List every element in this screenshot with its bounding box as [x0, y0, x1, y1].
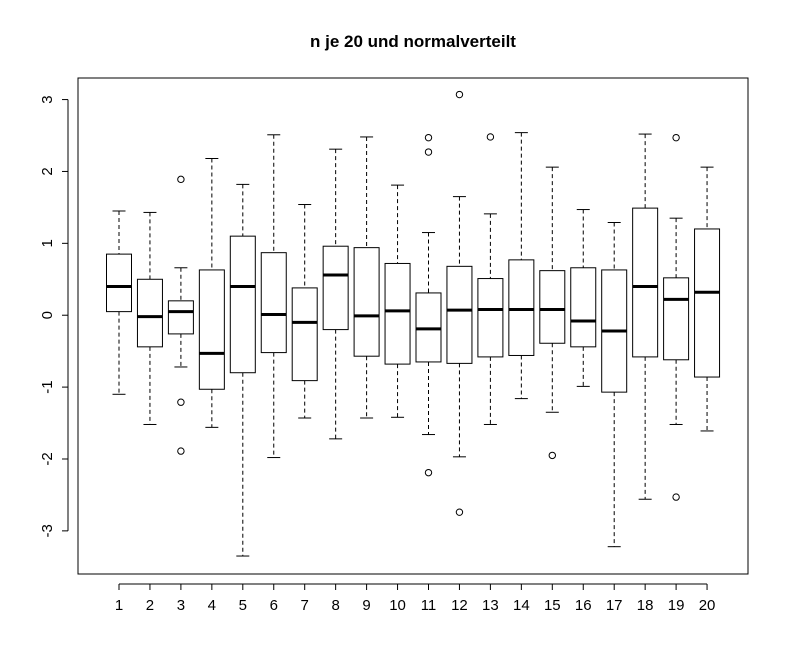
box-2: [136, 211, 163, 425]
box-iqr: [291, 287, 318, 382]
box-iqr: [694, 228, 721, 378]
box-iqr: [508, 259, 535, 356]
y-tick-label: 2: [39, 167, 56, 175]
box-iqr: [260, 252, 287, 354]
box-15: [539, 166, 566, 460]
x-tick-label: 16: [575, 597, 592, 614]
y-tick-label: 3: [39, 95, 56, 103]
outlier-point: [177, 447, 185, 455]
x-tick-label: 8: [331, 597, 339, 614]
x-tick-label: 12: [451, 597, 468, 614]
box-iqr: [229, 235, 256, 374]
y-tick-label: -2: [39, 452, 56, 465]
x-tick-label: 5: [239, 597, 247, 614]
outlier-point: [424, 133, 433, 142]
box-13: [477, 133, 504, 425]
x-tick-label: 1: [115, 597, 123, 614]
x-tick-label: 14: [513, 597, 530, 614]
box-17: [601, 221, 628, 548]
outlier-point: [177, 398, 185, 406]
box-iqr: [384, 262, 411, 365]
box-iqr: [570, 267, 597, 348]
box-18: [632, 133, 659, 500]
x-tick-label: 18: [637, 597, 654, 614]
outlier-point: [455, 508, 464, 516]
x-tick-label: 10: [389, 597, 406, 614]
x-axis: 1 2 3 4 5 6 7 8 9 10 11 12 13 14 15 16 17 18 19 20: [115, 583, 716, 614]
outlier-point: [177, 175, 185, 184]
box-iqr: [106, 253, 132, 313]
boxes: [106, 90, 721, 557]
box-4: [198, 158, 225, 428]
box-5: [229, 183, 256, 557]
box-iqr: [663, 277, 690, 361]
box-iqr: [477, 278, 504, 358]
box-10: [384, 184, 411, 418]
outlier-point: [424, 148, 433, 156]
box-19: [663, 133, 690, 501]
x-tick-label: 3: [177, 597, 185, 614]
box-7: [291, 204, 318, 419]
x-tick-label: 17: [606, 597, 623, 614]
box-1: [106, 210, 132, 395]
box-iqr: [632, 207, 659, 358]
x-tick-label: 20: [699, 597, 716, 614]
x-tick-label: 11: [421, 597, 437, 614]
box-iqr: [167, 300, 194, 335]
box-iqr: [539, 270, 566, 344]
outlier-point: [455, 90, 464, 99]
x-tick-label: 2: [146, 597, 154, 614]
box-iqr: [353, 247, 380, 357]
box-6: [260, 134, 287, 459]
x-tick-label: 6: [270, 597, 278, 614]
box-11: [415, 133, 442, 477]
box-9: [353, 136, 380, 419]
y-tick-label: 0: [39, 311, 56, 319]
y-tick-label: -3: [39, 524, 56, 537]
chart-title: n je 20 und normalverteilt: [310, 32, 516, 51]
box-14: [508, 132, 535, 400]
x-tick-label: 13: [482, 597, 499, 614]
box-20: [694, 166, 721, 432]
y-tick-label: -1: [39, 380, 56, 393]
box-iqr: [198, 269, 225, 390]
x-tick-label: 15: [544, 597, 561, 614]
box-iqr: [136, 278, 163, 348]
box-iqr: [446, 265, 473, 364]
x-tick-label: 4: [208, 597, 216, 614]
outlier-point: [672, 133, 680, 142]
box-3: [167, 175, 194, 455]
box-iqr: [322, 245, 349, 331]
box-16: [570, 209, 597, 387]
plot-frame: [77, 77, 749, 575]
x-tick-label: 7: [301, 597, 309, 614]
y-axis: -3 -2 -1 0 1 2 3: [39, 95, 69, 538]
outlier-point: [672, 493, 680, 501]
box-8: [322, 148, 349, 440]
x-tick-label: 19: [668, 597, 685, 614]
y-tick-label: 1: [39, 239, 56, 247]
outlier-point: [486, 133, 495, 141]
outlier-point: [548, 451, 556, 460]
outlier-point: [424, 468, 433, 477]
box-12: [446, 90, 473, 516]
x-tick-label: 9: [362, 597, 370, 614]
